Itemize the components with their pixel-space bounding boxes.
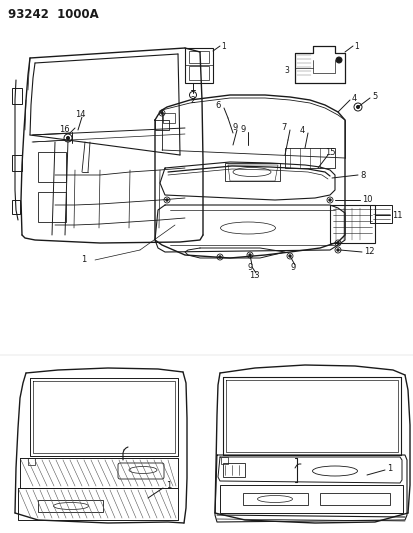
Circle shape — [335, 57, 341, 63]
Bar — [12, 200, 20, 214]
Text: 10: 10 — [361, 196, 372, 205]
Circle shape — [66, 136, 69, 140]
Bar — [242, 493, 307, 505]
Circle shape — [160, 112, 163, 114]
Text: 1: 1 — [353, 42, 358, 51]
Text: 5: 5 — [371, 92, 376, 101]
Bar — [189, 51, 209, 63]
Bar — [284, 148, 334, 168]
Bar — [28, 458, 35, 465]
Bar — [319, 493, 389, 505]
Bar — [163, 113, 175, 123]
Text: 13: 13 — [248, 271, 259, 280]
Circle shape — [328, 199, 330, 201]
Text: 1: 1 — [81, 255, 86, 264]
Circle shape — [288, 255, 290, 257]
Text: 4: 4 — [299, 125, 304, 134]
Text: 9: 9 — [240, 125, 245, 133]
Text: 11: 11 — [391, 211, 401, 220]
Bar — [369, 205, 391, 223]
Bar — [185, 48, 212, 83]
Bar — [38, 500, 103, 512]
Bar — [221, 457, 228, 464]
Text: 1: 1 — [386, 464, 391, 473]
Text: 3: 3 — [283, 66, 288, 75]
Text: 12: 12 — [363, 247, 374, 256]
Circle shape — [356, 106, 358, 109]
Text: 15: 15 — [324, 148, 335, 157]
Bar — [219, 485, 402, 513]
Bar — [154, 120, 169, 130]
Text: 93242  1000A: 93242 1000A — [8, 7, 99, 20]
Circle shape — [336, 249, 338, 251]
Text: 16: 16 — [59, 125, 70, 133]
Text: 9: 9 — [290, 263, 295, 272]
Circle shape — [165, 199, 168, 201]
Bar — [329, 205, 374, 243]
Text: 9: 9 — [232, 123, 237, 132]
Text: 4: 4 — [351, 93, 356, 102]
Bar — [12, 155, 22, 171]
Bar — [223, 463, 244, 477]
Text: 6: 6 — [215, 101, 221, 109]
Circle shape — [218, 256, 221, 258]
Text: 14: 14 — [75, 109, 85, 118]
Bar — [189, 66, 209, 80]
Text: 9: 9 — [247, 263, 252, 272]
Text: 2: 2 — [190, 95, 195, 104]
Bar — [224, 163, 279, 181]
Text: 8: 8 — [359, 171, 365, 180]
Bar — [38, 152, 66, 182]
Text: 1: 1 — [166, 481, 171, 490]
Text: 7: 7 — [281, 123, 286, 132]
Circle shape — [248, 254, 251, 256]
Bar — [38, 192, 66, 222]
Text: 1: 1 — [221, 42, 225, 51]
Circle shape — [336, 242, 338, 244]
Bar — [12, 88, 22, 104]
